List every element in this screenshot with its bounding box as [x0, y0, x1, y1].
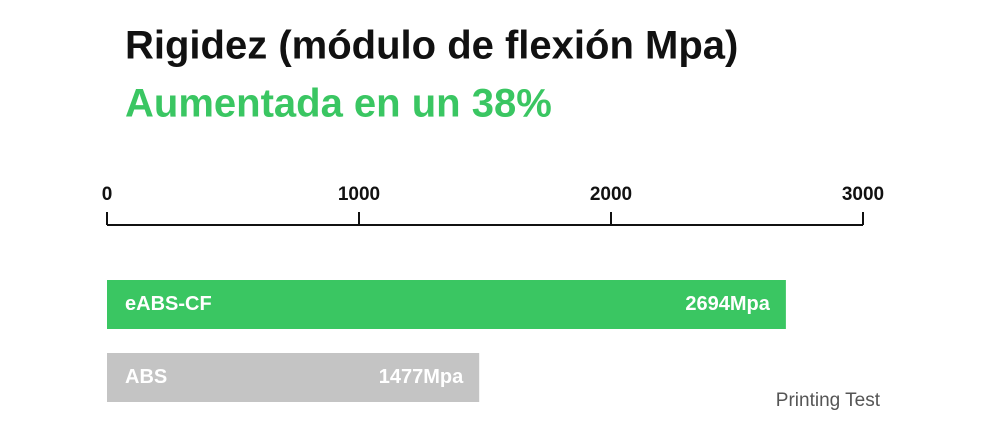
bar-label: ABS: [125, 366, 167, 388]
annotation: Printing Test: [776, 390, 881, 411]
bar: [107, 280, 786, 329]
bar-label: eABS-CF: [125, 293, 212, 315]
x-tick-label: 3000: [842, 184, 884, 205]
value-label: 1477Mpa: [379, 366, 464, 388]
chart-subtitle: Aumentada en un 38%: [125, 82, 552, 126]
chart-title: Rigidez (módulo de flexión Mpa): [125, 24, 738, 68]
bar: [107, 353, 480, 402]
value-label: 2694Mpa: [685, 293, 770, 315]
x-tick-label: 1000: [338, 184, 380, 205]
x-tick-label: 0: [102, 184, 113, 205]
x-tick-label: 2000: [590, 184, 632, 205]
